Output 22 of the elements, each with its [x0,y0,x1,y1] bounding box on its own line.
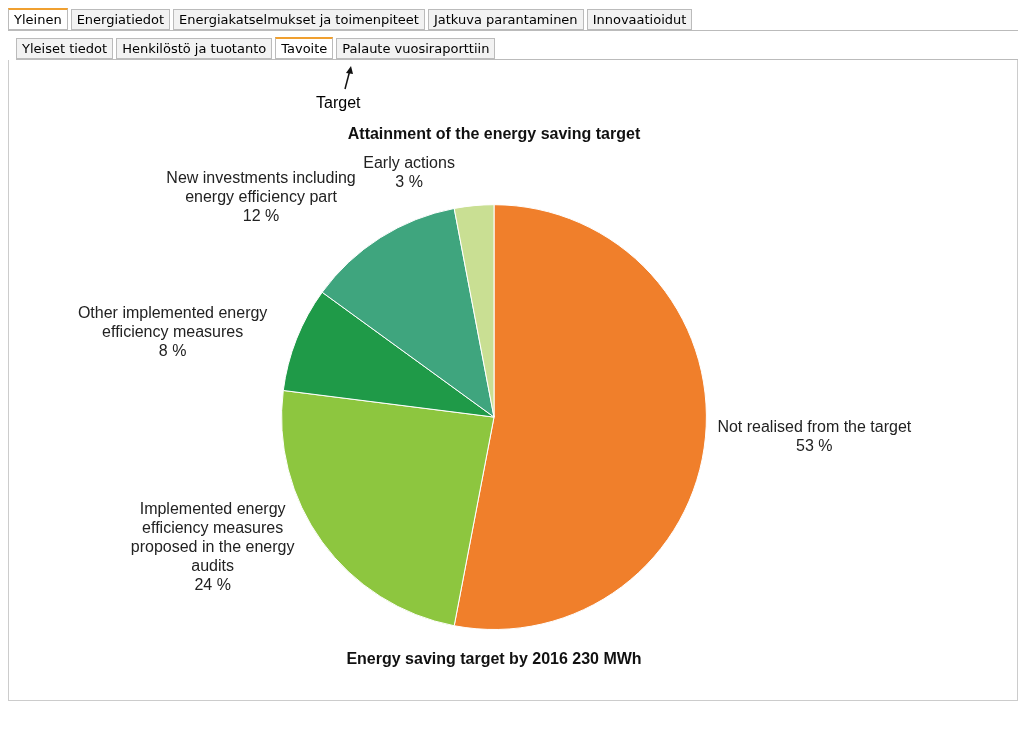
data-label: 8 % [158,342,187,360]
text: Innovaatioidut [586,9,693,30]
slice-label: Other implemented energy efficiency measures [77,304,268,341]
text: Henkilöstö ja tuotanto [116,38,273,59]
text: Palaute vuosiraporttiin [336,38,496,59]
data-label: 12 % [242,207,280,225]
data-label: 53 % [796,436,833,454]
data-label: 24 % [194,575,231,593]
slice-label: Implemented energy efficiency measures proposed in the energy audits [130,499,295,574]
text: Jatkuva parantaminen [427,9,584,30]
text: Energy saving target by 2016 230 MWh [346,650,642,668]
text: Energiakatselmukset ja toimenpiteet [173,9,425,30]
slice-label: New investments including energy efficiency part [166,169,356,206]
slice-label: Early actions [363,154,455,172]
text: Target [316,94,361,112]
data-label: 3 % [395,173,423,191]
text: Yleinen [8,8,68,30]
slice-label: Not realised from the target [717,417,912,435]
text: Tavoite [275,37,334,59]
text: Energiatiedot [70,9,171,30]
chart-title: Attainment of the energy saving target [347,125,641,143]
text: Yleiset tiedot [16,38,114,59]
